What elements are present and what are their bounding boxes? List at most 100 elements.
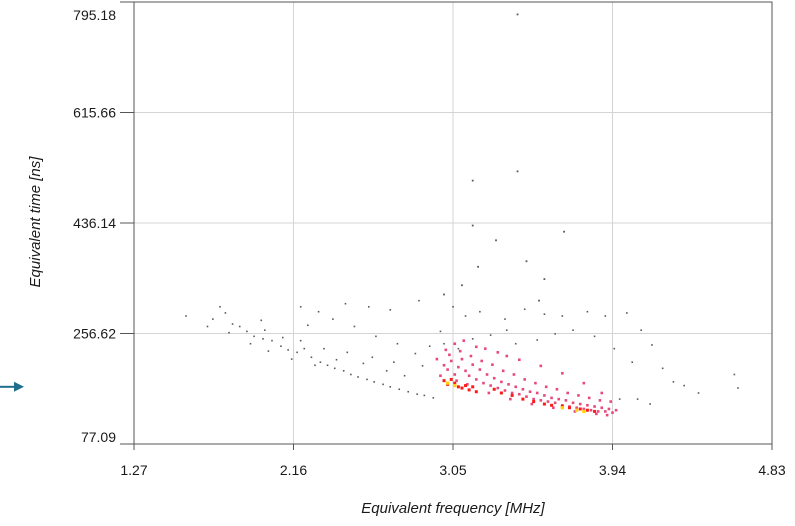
- data-point-outliers: [495, 239, 497, 242]
- data-point-cluster: [507, 383, 510, 386]
- data-point-sparse: [323, 347, 325, 350]
- data-point-peak: [582, 409, 586, 414]
- data-point-sparse: [310, 356, 313, 359]
- data-point-sparse: [290, 358, 293, 360]
- data-point-cluster: [483, 347, 487, 350]
- data-point-sparse: [505, 329, 508, 331]
- x-ticks: 1.27 2.16 3.05 3.94 4.83: [120, 444, 786, 478]
- data-point-cluster: [442, 363, 446, 367]
- data-point-sparse: [432, 397, 435, 399]
- arrow-marker: [0, 381, 24, 392]
- data-point-outliers: [516, 170, 519, 173]
- data-point-dense: [550, 403, 554, 407]
- data-point-cluster: [439, 374, 442, 378]
- data-point-sparse: [342, 370, 345, 372]
- data-point-sparse: [296, 351, 298, 354]
- data-point-sparse: [346, 351, 349, 354]
- data-point-cluster: [532, 397, 535, 401]
- data-point-sparse: [287, 349, 289, 351]
- data-point-cluster: [509, 397, 512, 401]
- data-point-sparse: [262, 338, 264, 340]
- data-point-cluster: [480, 359, 483, 363]
- data-point-dense: [510, 393, 514, 397]
- data-point-sparse: [423, 394, 426, 397]
- data-point-cluster: [535, 391, 539, 395]
- data-point-cluster: [448, 353, 451, 357]
- data-point-cluster: [604, 410, 607, 413]
- data-point-cluster: [596, 410, 600, 413]
- data-point-sparse: [389, 309, 392, 311]
- y-axis-title: Equivalent time [ns]: [27, 156, 44, 288]
- data-point-sparse: [317, 310, 320, 313]
- data-point-cluster: [496, 386, 500, 390]
- x-tick-label: 1.27: [120, 462, 147, 478]
- data-point-dense: [474, 390, 478, 394]
- data-point-outliers: [538, 299, 540, 302]
- data-point-cluster: [550, 396, 553, 400]
- data-point-sparse: [649, 403, 651, 405]
- data-point-sparse: [421, 365, 424, 367]
- data-point-cluster: [449, 359, 453, 363]
- data-point-sparse: [326, 364, 329, 367]
- data-point-sparse: [281, 336, 284, 339]
- data-point-cluster: [458, 349, 462, 353]
- data-point-cluster: [525, 395, 528, 398]
- y-ticks: 795.18 615.66 436.14 256.62 77.09: [73, 1, 134, 445]
- data-point-peak: [560, 406, 564, 410]
- data-point-sparse: [586, 310, 589, 313]
- data-point-sparse: [314, 364, 316, 367]
- data-point-cluster: [534, 381, 537, 385]
- data-point-cluster: [600, 406, 604, 410]
- data-point-cluster: [578, 402, 582, 406]
- data-point-outliers: [543, 278, 546, 280]
- data-point-dense: [460, 386, 464, 390]
- data-point-sparse: [536, 339, 539, 341]
- data-point-sparse: [398, 388, 401, 391]
- data-point-cluster: [487, 391, 491, 395]
- data-point-sparse: [253, 335, 255, 338]
- data-point-sparse: [489, 334, 492, 336]
- data-point-cluster: [561, 371, 564, 375]
- data-point-cluster: [471, 363, 475, 366]
- data-point-outliers: [563, 230, 566, 233]
- data-point-sparse: [373, 381, 375, 383]
- data-point-cluster: [466, 383, 469, 386]
- data-point-cluster: [614, 408, 618, 412]
- data-point-sparse: [353, 325, 356, 328]
- data-point-outliers: [471, 179, 474, 182]
- data-point-outliers: [461, 284, 463, 287]
- data-point-sparse: [350, 373, 352, 376]
- data-point-dense: [567, 406, 571, 410]
- data-point-sparse: [554, 333, 556, 335]
- data-point-dense: [471, 385, 475, 389]
- data-point-sparse: [238, 325, 241, 328]
- data-point-outliers: [477, 265, 479, 268]
- x-tick-label: 3.05: [439, 462, 466, 478]
- data-point-sparse: [697, 392, 700, 394]
- data-point-dense: [585, 408, 589, 412]
- data-point-sparse: [403, 374, 406, 377]
- data-point-cluster: [553, 401, 557, 405]
- data-point-cluster: [557, 397, 561, 401]
- y-tick-label: 795.18: [73, 7, 116, 23]
- data-point-cluster: [464, 369, 467, 373]
- data-point-cluster: [543, 394, 546, 397]
- data-point-cluster: [552, 406, 555, 410]
- data-point-sparse: [443, 342, 445, 345]
- data-point-cluster: [518, 392, 521, 396]
- data-point-sparse: [267, 350, 270, 352]
- data-point-sparse: [661, 367, 664, 370]
- data-point-peak: [575, 408, 579, 412]
- data-point-sparse: [631, 361, 634, 363]
- data-point-dense: [542, 402, 546, 406]
- data-point-dense: [499, 391, 503, 395]
- data-point-cluster: [611, 411, 614, 414]
- data-point-sparse: [206, 325, 209, 328]
- data-point-sparse: [344, 302, 347, 305]
- x-tick-label: 2.16: [280, 462, 307, 478]
- data-point-cluster: [491, 363, 494, 366]
- data-point-cluster: [521, 387, 525, 391]
- arrow-head: [14, 381, 24, 392]
- data-point-cluster: [555, 387, 559, 391]
- data-point-sparse: [683, 384, 685, 387]
